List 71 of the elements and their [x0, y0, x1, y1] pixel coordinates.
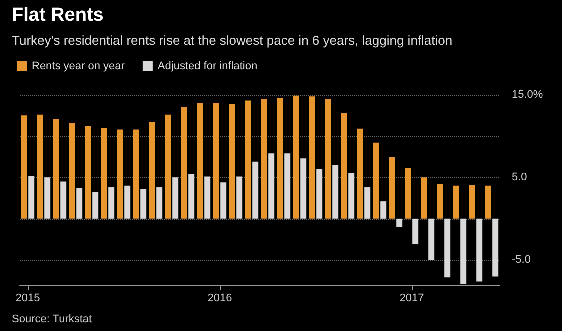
- bar: [357, 128, 364, 219]
- bar: [453, 186, 460, 219]
- bar: [485, 186, 492, 219]
- bar: [348, 173, 355, 219]
- bar: [60, 182, 67, 219]
- bar: [421, 178, 428, 219]
- bar: [37, 114, 44, 219]
- x-tick-label: 2015: [16, 292, 40, 304]
- bar: [373, 142, 380, 219]
- bar: [300, 158, 307, 219]
- bar: [460, 218, 467, 284]
- bar: [92, 192, 99, 219]
- bar: [309, 96, 316, 219]
- bar: [268, 154, 275, 219]
- x-tick-label: 2017: [400, 292, 424, 304]
- bar: [252, 162, 259, 219]
- bar: [156, 188, 163, 219]
- bar: [140, 189, 147, 219]
- bar: [380, 202, 387, 219]
- bar: [261, 99, 268, 219]
- bar: [412, 218, 419, 245]
- x-tick-label: 2016: [208, 292, 232, 304]
- y-tick-label: 15.0%: [512, 89, 544, 101]
- bar: [389, 156, 396, 219]
- bar: [181, 107, 188, 219]
- bar: [284, 154, 291, 219]
- bar: [204, 176, 211, 219]
- bar: [428, 218, 435, 260]
- chart-title: Flat Rents: [12, 5, 104, 26]
- bar: [124, 186, 131, 219]
- bar: [316, 169, 323, 219]
- bar: [492, 218, 499, 277]
- chart-subtitle: Turkey's residential rents rise at the slowest pace in 6 years, lagging inflation: [12, 33, 453, 48]
- bar: [53, 118, 60, 219]
- bar: [396, 218, 403, 228]
- bar: [364, 188, 371, 219]
- y-tick-label: -5.0: [512, 254, 531, 266]
- bar: [149, 122, 156, 219]
- bar: [165, 114, 172, 219]
- bar: [325, 99, 332, 219]
- bar: [44, 178, 51, 219]
- bar: [405, 168, 412, 219]
- bar: [21, 116, 28, 219]
- bar: [69, 123, 76, 219]
- bar: [341, 113, 348, 219]
- legend-label: Rents year on year: [32, 60, 126, 72]
- bar: [213, 103, 220, 219]
- bar: [277, 98, 284, 219]
- bar: [117, 130, 124, 219]
- bar: [293, 96, 300, 219]
- bar: [172, 178, 179, 219]
- bar: [332, 165, 339, 219]
- bar: [469, 185, 476, 219]
- bar: [220, 182, 227, 219]
- legend-label: Adjusted for inflation: [158, 60, 258, 72]
- bar: [188, 174, 195, 219]
- bar: [437, 184, 444, 219]
- bar: [229, 104, 236, 219]
- bar: [444, 218, 451, 278]
- bar: [76, 188, 83, 219]
- bar: [476, 218, 483, 282]
- y-tick-label: 5.0: [512, 172, 528, 184]
- bar: [85, 126, 92, 219]
- source-note: Source: Turkstat: [12, 314, 92, 326]
- bar: [108, 188, 115, 219]
- bar: [245, 100, 252, 219]
- bar: [101, 128, 108, 219]
- bar: [236, 176, 243, 219]
- bar: [197, 103, 204, 219]
- bar: [133, 130, 140, 219]
- bar: [28, 176, 35, 219]
